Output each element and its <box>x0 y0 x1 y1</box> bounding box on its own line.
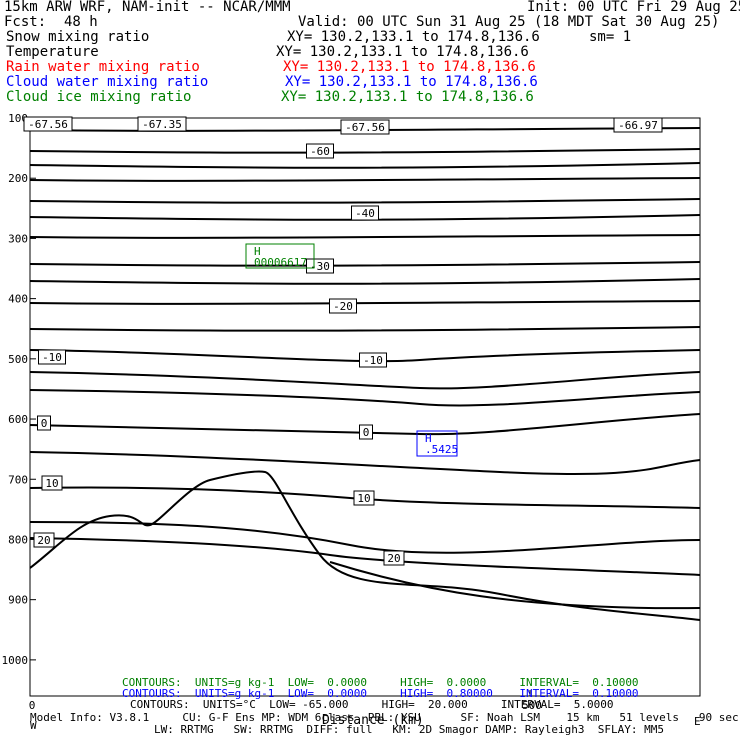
isotherm-line <box>29 349 701 363</box>
maximum-box <box>416 430 458 457</box>
x-left-end: W <box>30 719 37 732</box>
legend-cloudwater-label: Cloud water mixing ratio <box>6 74 209 90</box>
contours-info-temperature: CONTOURS: UNITS=°C LOW= -65.000 HIGH= 20… <box>130 698 614 711</box>
isotherm-line <box>29 326 701 332</box>
isotherm-line <box>29 162 701 169</box>
isotherm-line <box>29 521 701 554</box>
contour-label-box <box>23 116 73 132</box>
contour-label-box <box>351 205 379 221</box>
contour-label-box <box>359 424 373 440</box>
contour-label-box <box>37 415 51 431</box>
contour-label-box <box>306 258 334 274</box>
isotherm-line <box>29 198 701 204</box>
contour-label: -10 <box>42 351 62 364</box>
contour-label: -60 <box>310 145 330 158</box>
maximum-value: .5425 <box>425 443 458 456</box>
contour-label-box <box>306 143 334 159</box>
model-info-line2: LW: RRTMG SW: RRTMG DIFF: full KM: 2D Sm… <box>154 723 664 736</box>
x-axis-label: Distance (km) <box>322 713 424 728</box>
terrain-line <box>29 470 701 621</box>
isotherm-line <box>29 214 701 221</box>
contour-label: 10 <box>45 477 58 490</box>
contour-label: -67.35 <box>142 118 182 131</box>
contour-label: 20 <box>37 534 50 547</box>
isotherm-line <box>29 371 701 390</box>
isotherm-line <box>29 127 701 132</box>
y-tick-label: 600 <box>8 413 28 426</box>
init-time: Init: 00 UTC Fri 29 Aug 25 <box>527 0 740 15</box>
plot-frame <box>29 117 701 697</box>
x-right-end: E <box>694 715 701 728</box>
legend-cloudice-xy: XY= 130.2,133.1 to 174.8,136.6 <box>281 89 534 105</box>
contour-label: -40 <box>355 207 375 220</box>
maximum-symbol: H <box>425 432 432 445</box>
contour-label-box <box>41 475 63 491</box>
contour-label: 0 <box>363 426 370 439</box>
contour-label-box <box>137 116 187 132</box>
isotherm-line <box>29 148 701 154</box>
contour-label-box <box>383 550 405 566</box>
maximum-value: 00006617 <box>254 256 307 269</box>
contour-label-box <box>353 490 375 506</box>
y-tick-label: 300 <box>8 232 28 245</box>
isotherm-line <box>29 261 701 267</box>
contours-info-cloudwater: CONTOURS: UNITS=g kg-1 LOW= 0.0000 HIGH=… <box>122 687 639 700</box>
legend-temp-label: Temperature <box>6 44 99 60</box>
y-tick-label: 1000 <box>2 654 29 667</box>
contour-label-box <box>38 349 66 365</box>
isotherm-line <box>29 234 701 239</box>
contour-label-box <box>340 119 390 135</box>
y-tick-label: 400 <box>8 293 28 306</box>
isotherm-line <box>29 486 701 509</box>
isotherm-line <box>29 300 701 305</box>
isotherm-line <box>29 537 701 576</box>
legend-snow-xy: XY= 130.2,133.1 to 174.8,136.6 <box>287 29 540 45</box>
contour-label: -10 <box>363 354 383 367</box>
forecast-hour: 48 h <box>64 14 98 30</box>
isotherm-line <box>29 177 701 182</box>
maximum-box <box>245 243 315 269</box>
isotherm-line <box>29 451 701 476</box>
x-tick-label: 0 <box>29 699 36 712</box>
x-tick-label: 500 <box>522 699 542 712</box>
contour-label: -67.56 <box>28 118 68 131</box>
legend-temp-xy: XY= 130.2,133.1 to 174.8,136.6 <box>276 44 529 60</box>
y-tick-label: 800 <box>8 533 28 546</box>
contours-info-cloudice: CONTOURS: UNITS=g kg-1 LOW= 0.0000 HIGH=… <box>122 676 639 689</box>
y-tick-label: 200 <box>8 172 28 185</box>
contour-label: 0 <box>41 417 48 430</box>
y-tick-label: 500 <box>8 353 28 366</box>
model-info-line1: Model Info: V3.8.1 CU: G-F Ens MP: WDM 6… <box>30 711 739 724</box>
contour-label: 10 <box>357 492 370 505</box>
model-title: 15km ARW WRF, NAM-init -- NCAR/MMM <box>4 0 291 15</box>
contour-label: -30 <box>310 260 330 273</box>
maximum-symbol: H <box>254 245 261 258</box>
contour-label-box <box>359 352 387 368</box>
isotherm-line <box>29 278 701 285</box>
isotherm-line <box>329 561 701 610</box>
contour-label-box <box>33 532 55 548</box>
y-tick-label: 100 <box>8 112 28 125</box>
legend-rain-label: Rain water mixing ratio <box>6 59 200 75</box>
y-tick-label: 900 <box>8 594 28 607</box>
valid-time: Valid: 00 UTC Sun 31 Aug 25 (18 MDT Sat … <box>298 14 720 30</box>
legend-rain-xy: XY= 130.2,133.1 to 174.8,136.6 <box>283 59 536 75</box>
contour-label: -66.97 <box>618 119 658 132</box>
contour-label: 20 <box>387 552 400 565</box>
contour-label-box <box>613 117 663 133</box>
isotherm-line <box>29 389 701 407</box>
forecast-label: Fcst: <box>4 14 47 30</box>
isotherm-line <box>29 413 701 436</box>
legend-snow-label: Snow mixing ratio <box>6 29 150 45</box>
contour-label-box <box>329 298 357 314</box>
legend-snow-smooth: sm= 1 <box>589 29 632 45</box>
contour-label: -67.56 <box>345 121 385 134</box>
contour-label: -20 <box>333 300 353 313</box>
legend-cloudwater-xy: XY= 130.2,133.1 to 174.8,136.6 <box>285 74 538 90</box>
legend-cloudice-label: Cloud ice mixing ratio <box>6 89 192 105</box>
y-tick-label: 700 <box>8 473 28 486</box>
